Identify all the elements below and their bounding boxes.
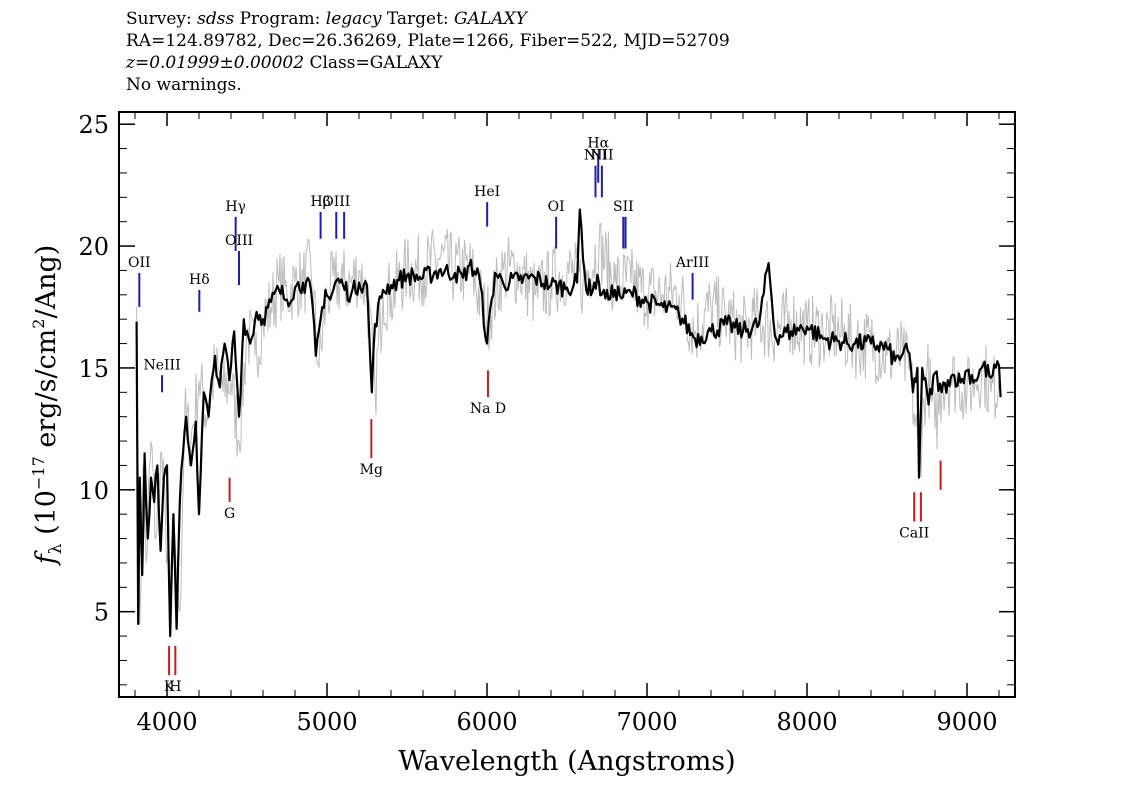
program-value: legacy [325,9,382,29]
emission-label-oiii: OIII [322,194,350,210]
survey-value: sdss [197,9,235,29]
emission-label-h-: Hγ [225,199,246,215]
y-tick-label: 10 [78,477,109,505]
y-title-exp: −17 [29,456,48,490]
x-tick-label: 5000 [296,708,357,736]
raw-spectrum-layer [136,222,1000,624]
header-line-coordinates: RA=124.89782, Dec=26.36269, Plate=1266, … [126,31,730,51]
redshift-value: z=0.01999±0.00002 [126,53,305,73]
absorption-label-g: G [224,506,235,522]
y-title-mid: (10 [31,490,62,543]
emission-label-h-: Hα [587,135,609,151]
smoothed-spectrum-layer [135,208,1002,638]
emission-label-oiii: OIII [225,233,253,249]
absorption-label-na-d: Na D [470,401,506,417]
y-axis-title: fλ (10−17 erg/s/cm2/Ang) [29,245,66,567]
absorption-label-k: K [164,679,175,695]
emission-label-ariii: ArIII [675,255,709,271]
absorption-label-mg: Mg [360,462,383,478]
emission-label-h-: Hδ [189,272,210,288]
target-value: GALAXY [454,9,527,29]
x-axis-title: Wavelength (Angstroms) [398,746,735,777]
absorption-label-h: H [169,679,181,695]
x-tick-label: 4000 [136,708,197,736]
emission-label-h-: Hβ [310,194,330,210]
raw-spectrum-line [136,222,1000,624]
y-tick-label: 5 [94,599,109,627]
y-title-lambda: λ [46,543,66,554]
emission-label-oi: OI [548,199,565,215]
header-line-warnings: No warnings. [126,75,242,95]
y-tick-label: 25 [78,111,109,139]
emission-label-nii: NII [590,148,613,164]
plot-axes: 4000 5000 6000 7000 8000 9000 5 10 15 20 25 [78,111,1016,736]
smoothed-spectrum-line [135,208,1002,638]
header-line-redshift: z=0.01999±0.00002 Class=GALAXY [126,52,730,74]
y-tick-label: 20 [78,233,109,261]
emission-label-neiii: NeIII [143,357,180,373]
x-tick-label: 9000 [936,708,997,736]
y-title-units: erg/s/cm [31,329,62,457]
target-label: Target: [386,9,449,29]
absorption-label-caii: CaII [899,526,929,542]
emission-label-oii: OII [128,255,151,271]
header-line-survey: Survey: sdss Program: legacy Target: GAL… [126,8,730,30]
emission-label-sii: SII [613,199,634,215]
spectrum-header: Survey: sdss Program: legacy Target: GAL… [126,8,730,96]
x-tick-label: 7000 [616,708,677,736]
x-tick-label: 6000 [456,708,517,736]
x-tick-label: 8000 [776,708,837,736]
program-label: Program: [239,9,321,29]
y-title-exp2: 2 [29,319,48,329]
plot-frame [118,111,1016,698]
emission-label-nii: NII [584,148,607,164]
class-value: Class=GALAXY [309,53,443,73]
emission-label-hei: HeI [474,184,500,200]
spectral-line-markers: OIINeIIIHδHγOIIIHβOIIIHeIOINIIHαNIISIIAr… [128,135,942,695]
y-title-tail: /Ang) [31,245,62,319]
y-tick-label: 15 [78,355,109,383]
survey-label: Survey: [126,9,192,29]
